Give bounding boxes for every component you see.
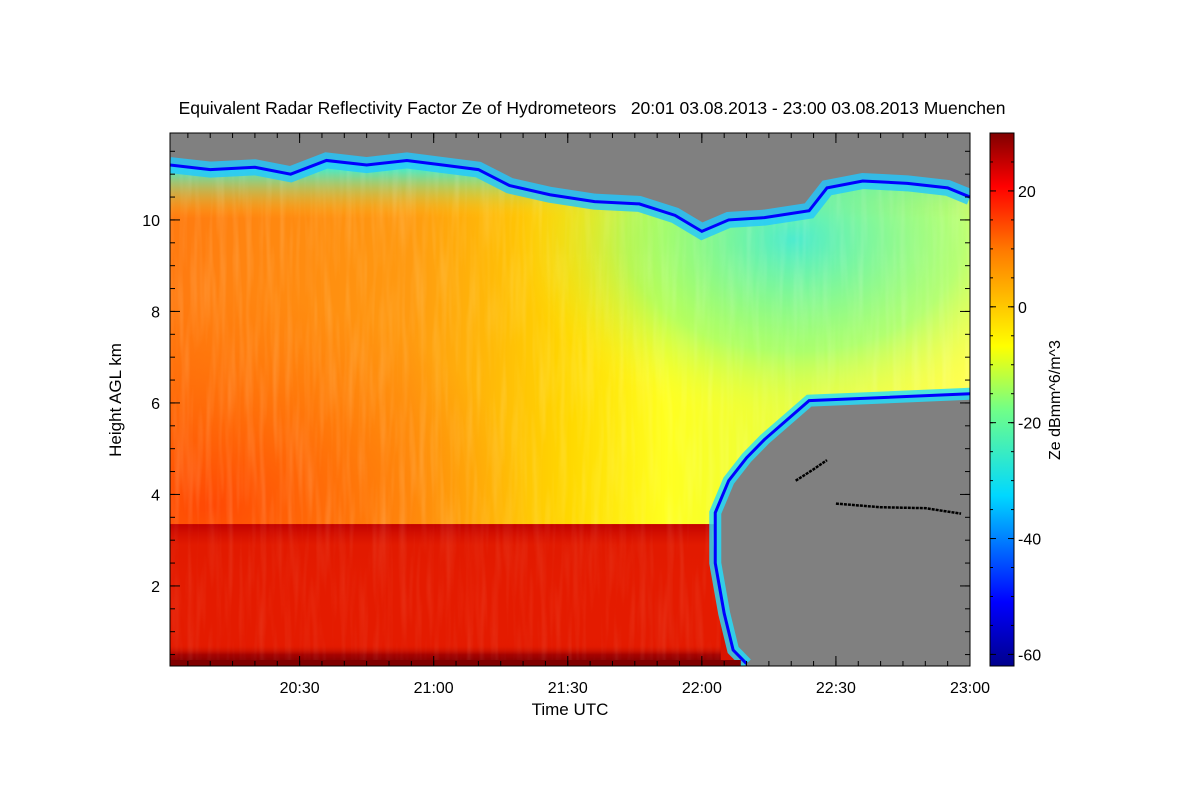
- y-tick-label: 10: [142, 213, 160, 230]
- y-tick-label: 2: [151, 579, 160, 596]
- x-tick-label: 23:00: [950, 680, 990, 697]
- black-trace: [835, 502, 962, 515]
- chart-title: Equivalent Radar Reflectivity Factor Ze …: [179, 98, 1006, 118]
- y-axis-label: Height AGL km: [106, 343, 125, 457]
- colorbar-tick-label: 0: [1018, 300, 1027, 317]
- colorbar: 20 0 -20 -40 -60 Ze dBmm^6/m^3: [989, 132, 1064, 667]
- colorbar-label: Ze dBmm^6/m^3: [1047, 340, 1064, 460]
- x-axis: 20:30 21:00 21:30 22:00 22:30 23:00: [187, 133, 990, 697]
- y-tick-label: 8: [151, 304, 160, 321]
- field-overlays: [170, 152, 970, 666]
- x-tick-label: 21:00: [414, 680, 454, 697]
- colorbar-tick-label: -60: [1018, 647, 1041, 664]
- x-tick-label: 21:30: [548, 680, 588, 697]
- colorbar-gradient: [989, 132, 1015, 667]
- plot-area: [170, 133, 970, 666]
- plot-frame: [169, 132, 971, 667]
- colorbar-tick-label: -20: [1018, 416, 1041, 433]
- x-tick-label: 20:30: [280, 680, 320, 697]
- y-tick-label: 6: [151, 396, 160, 413]
- colorbar-ticks: 20 0 -20 -40 -60: [990, 132, 1041, 664]
- colorbar-tick-label: 20: [1018, 184, 1036, 201]
- reflectivity-field: [170, 133, 970, 666]
- y-axis: 2 4 6 8 10: [142, 150, 970, 656]
- x-tick-label: 22:30: [816, 680, 856, 697]
- y-tick-label: 4: [151, 487, 160, 504]
- colorbar-tick-label: -40: [1018, 532, 1041, 549]
- x-axis-label: Time UTC: [532, 700, 609, 719]
- cloud-top-edge: [170, 158, 970, 234]
- black-trace: [795, 459, 828, 482]
- x-tick-label: 22:00: [682, 680, 722, 697]
- cloud-base-edge: [713, 392, 970, 665]
- ground-layer: [170, 660, 741, 666]
